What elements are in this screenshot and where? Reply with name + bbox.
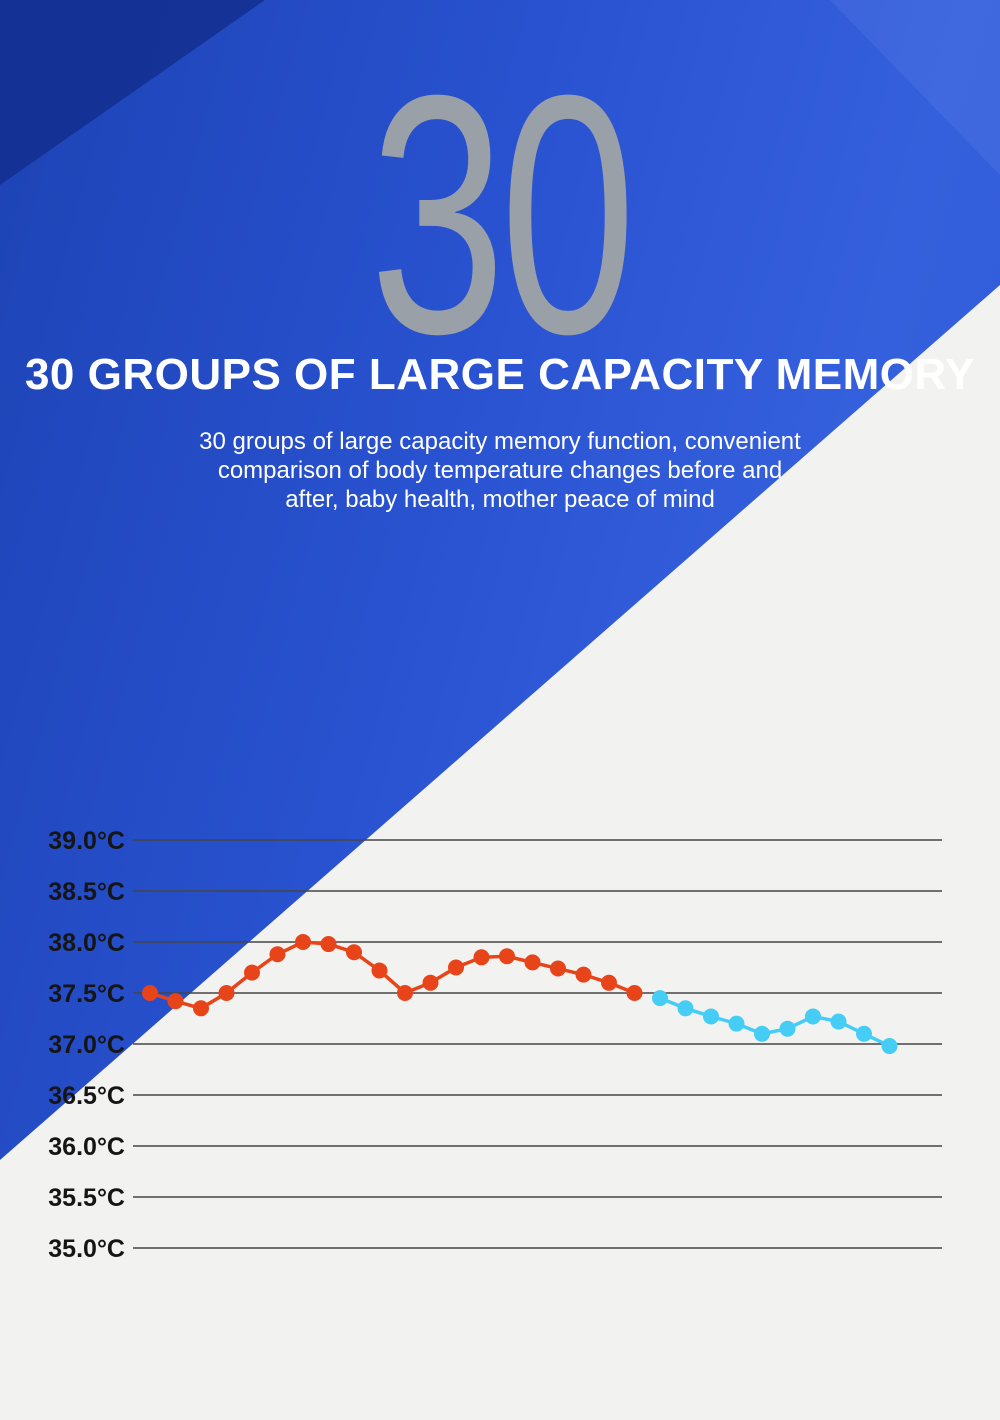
red-data-point — [269, 946, 286, 963]
red-data-point — [524, 954, 541, 971]
y-axis-tick-label: 39.0°C — [48, 827, 125, 855]
cyan-data-point — [881, 1038, 898, 1055]
red-data-point — [142, 985, 158, 1001]
red-data-point — [193, 1000, 209, 1017]
y-axis-tick-label: 38.5°C — [48, 878, 125, 906]
red-data-point — [448, 959, 464, 976]
description-line: 30 groups of large capacity memory funct… — [199, 428, 801, 455]
cyan-data-point — [779, 1020, 796, 1037]
y-axis-tick-label: 35.5°C — [48, 1184, 125, 1212]
description-line: after, baby health, mother peace of mind — [285, 486, 715, 513]
y-axis-tick-label: 38.0°C — [48, 929, 125, 957]
y-axis-tick-label: 36.0°C — [48, 1133, 125, 1161]
y-axis-tick-label: 37.0°C — [48, 1031, 125, 1059]
red-data-point — [320, 936, 337, 953]
red-data-point — [626, 985, 643, 1001]
cyan-data-point — [703, 1008, 719, 1025]
cyan-data-point — [754, 1025, 770, 1042]
y-axis-tick-label: 35.0°C — [48, 1235, 125, 1263]
red-data-point — [550, 960, 566, 977]
red-data-point — [371, 962, 388, 979]
big-number: 30 — [369, 25, 637, 405]
cyan-data-point — [856, 1025, 872, 1042]
red-data-point — [218, 985, 235, 1001]
cyan-data-point — [652, 990, 668, 1007]
y-axis-tick-label: 37.5°C — [48, 980, 125, 1008]
red-data-point — [346, 944, 362, 961]
description-line: comparison of body temperature changes b… — [217, 457, 783, 484]
cyan-data-point — [805, 1008, 821, 1025]
red-data-point — [244, 964, 260, 981]
cyan-data-point — [677, 1000, 694, 1017]
cyan-data-point — [728, 1015, 745, 1032]
red-data-point — [499, 948, 515, 965]
section-heading: 30 GROUPS OF LARGE CAPACITY MEMORY — [24, 350, 976, 399]
red-data-point — [167, 993, 184, 1010]
red-data-point — [575, 966, 592, 983]
red-data-point — [473, 949, 490, 966]
red-data-point — [422, 974, 439, 991]
section-description: 30 groups of large capacity memory funct… — [0, 427, 1000, 514]
temperature-memory-chart: 39.0°C 38.5°C 38.0°C 37.5°C 37.0°C 36.5°C 36.0… — [0, 815, 1000, 1285]
y-axis-tick-label: 36.5°C — [48, 1082, 125, 1110]
cyan-data-point — [830, 1013, 847, 1030]
cyan-series-line — [659, 996, 891, 1048]
red-data-point — [397, 985, 413, 1001]
red-data-point — [295, 934, 311, 950]
red-data-point — [601, 974, 617, 991]
temperature-chart-svg: 39.0°C 38.5°C 38.0°C 37.5°C 37.0°C 36.5°C 36.0… — [48, 827, 942, 1263]
